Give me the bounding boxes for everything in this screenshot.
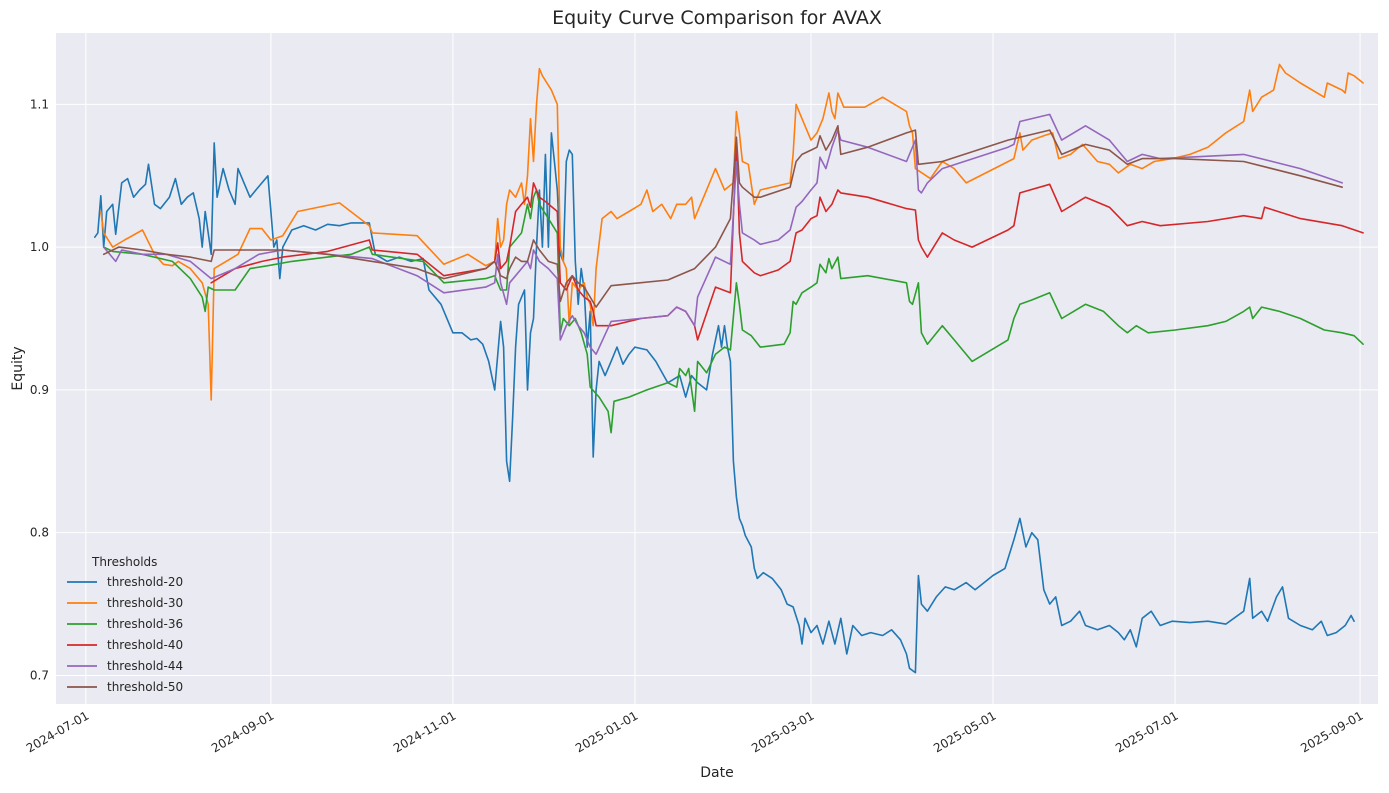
legend-label: threshold-36 xyxy=(107,617,183,631)
legend: Thresholds threshold-20threshold-30thres… xyxy=(67,555,183,694)
x-axis-label: Date xyxy=(700,765,733,781)
y-tick-labels: 0.7 0.8 0.9 1.0 1.1 xyxy=(30,97,49,682)
x-tick-label: 2025-03-01 xyxy=(749,708,816,755)
series-line-threshold-36 xyxy=(102,189,1364,434)
legend-label: threshold-20 xyxy=(107,575,183,589)
y-axis-label: Equity xyxy=(10,346,26,390)
x-tick-label: 2024-07-01 xyxy=(24,708,91,755)
plot-area xyxy=(56,33,1378,704)
y-tick-label: 1.1 xyxy=(30,97,49,111)
x-tick-label: 2025-09-01 xyxy=(1298,708,1365,755)
x-tick-label: 2024-09-01 xyxy=(209,708,276,755)
chart-title: Equity Curve Comparison for AVAX xyxy=(552,7,882,29)
series-line-threshold-50 xyxy=(102,125,1343,308)
x-tick-label: 2025-05-01 xyxy=(931,708,998,755)
y-tick-label: 0.7 xyxy=(30,668,49,682)
series-line-threshold-30 xyxy=(100,63,1364,401)
legend-label: threshold-50 xyxy=(107,680,183,694)
series-line-threshold-20 xyxy=(94,132,1355,674)
x-tick-labels: 2024-07-01 2024-09-01 2024-11-01 2025-01-01… xyxy=(24,708,1366,755)
y-tick-label: 0.8 xyxy=(30,526,49,540)
legend-items: threshold-20 threshold-30 threshold-36 thre… xyxy=(67,575,183,694)
legend-label: threshold-30 xyxy=(107,596,183,610)
x-tick-label: 2025-07-01 xyxy=(1113,708,1180,755)
y-tick-label: 0.9 xyxy=(30,383,49,397)
y-tick-label: 1.0 xyxy=(30,240,49,254)
legend-title: Thresholds xyxy=(91,555,157,569)
legend-label: threshold-44 xyxy=(107,659,183,673)
series-lines xyxy=(94,63,1364,674)
legend-label: threshold-40 xyxy=(107,638,183,652)
x-tick-label: 2025-01-01 xyxy=(573,708,640,755)
series-line-threshold-44 xyxy=(102,113,1343,355)
x-tick-label: 2024-11-01 xyxy=(391,708,458,755)
